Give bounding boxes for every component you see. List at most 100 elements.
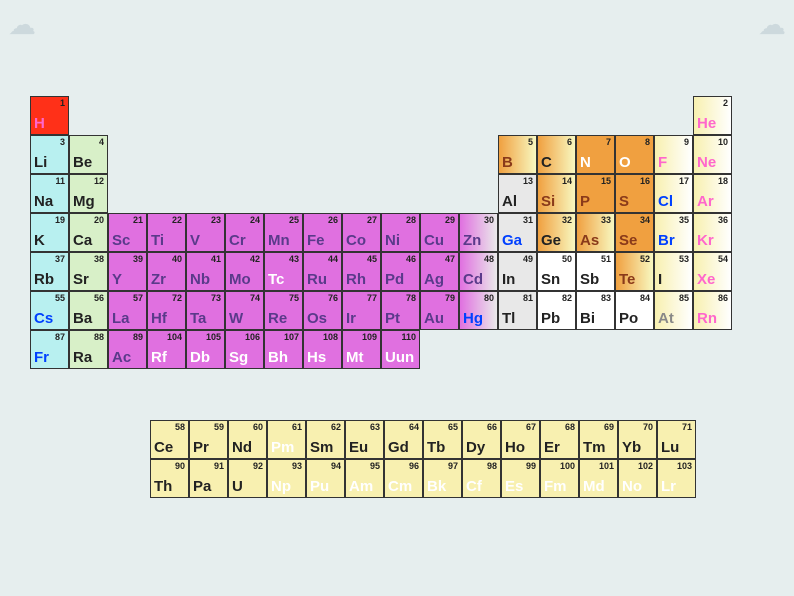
element-At[interactable]: 85At: [654, 291, 693, 330]
element-Pt[interactable]: 78Pt: [381, 291, 420, 330]
element-Sg[interactable]: 106Sg: [225, 330, 264, 369]
element-Hf[interactable]: 72Hf: [147, 291, 186, 330]
element-Nb[interactable]: 41Nb: [186, 252, 225, 291]
element-Mn[interactable]: 25Mn: [264, 213, 303, 252]
element-Ru[interactable]: 44Ru: [303, 252, 342, 291]
element-Rh[interactable]: 45Rh: [342, 252, 381, 291]
element-S[interactable]: 16S: [615, 174, 654, 213]
element-Zn[interactable]: 30Zn: [459, 213, 498, 252]
element-Y[interactable]: 39Y: [108, 252, 147, 291]
element-Ti[interactable]: 22Ti: [147, 213, 186, 252]
element-Sb[interactable]: 51Sb: [576, 252, 615, 291]
element-Rn[interactable]: 86Rn: [693, 291, 732, 330]
element-Ca[interactable]: 20Ca: [69, 213, 108, 252]
element-Mt[interactable]: 109Mt: [342, 330, 381, 369]
element-Pb[interactable]: 82Pb: [537, 291, 576, 330]
element-Mo[interactable]: 42Mo: [225, 252, 264, 291]
element-Ar[interactable]: 18Ar: [693, 174, 732, 213]
element-Bh[interactable]: 107Bh: [264, 330, 303, 369]
element-Nd[interactable]: 60Nd: [228, 420, 267, 459]
element-Cf[interactable]: 98Cf: [462, 459, 501, 498]
element-La[interactable]: 57La: [108, 291, 147, 330]
element-Uun[interactable]: 110Uun: [381, 330, 420, 369]
element-Po[interactable]: 84Po: [615, 291, 654, 330]
element-Eu[interactable]: 63Eu: [345, 420, 384, 459]
element-Te[interactable]: 52Te: [615, 252, 654, 291]
element-Ho[interactable]: 67Ho: [501, 420, 540, 459]
element-Lr[interactable]: 103Lr: [657, 459, 696, 498]
element-K[interactable]: 19K: [30, 213, 69, 252]
element-Ga[interactable]: 31Ga: [498, 213, 537, 252]
element-Cl[interactable]: 17Cl: [654, 174, 693, 213]
element-Be[interactable]: 4Be: [69, 135, 108, 174]
element-Si[interactable]: 14Si: [537, 174, 576, 213]
element-Cu[interactable]: 29Cu: [420, 213, 459, 252]
element-Ta[interactable]: 73Ta: [186, 291, 225, 330]
element-Hs[interactable]: 108Hs: [303, 330, 342, 369]
element-Pm[interactable]: 61Pm: [267, 420, 306, 459]
element-Md[interactable]: 101Md: [579, 459, 618, 498]
element-Tl[interactable]: 81Tl: [498, 291, 537, 330]
element-Na[interactable]: 11Na: [30, 174, 69, 213]
element-Ni[interactable]: 28Ni: [381, 213, 420, 252]
element-Bi[interactable]: 83Bi: [576, 291, 615, 330]
element-Au[interactable]: 79Au: [420, 291, 459, 330]
element-Ra[interactable]: 88Ra: [69, 330, 108, 369]
element-Am[interactable]: 95Am: [345, 459, 384, 498]
element-Ac[interactable]: 89Ac: [108, 330, 147, 369]
element-F[interactable]: 9F: [654, 135, 693, 174]
element-Rf[interactable]: 104Rf: [147, 330, 186, 369]
element-As[interactable]: 33As: [576, 213, 615, 252]
element-Ir[interactable]: 77Ir: [342, 291, 381, 330]
element-Fm[interactable]: 100Fm: [540, 459, 579, 498]
element-B[interactable]: 5B: [498, 135, 537, 174]
element-N[interactable]: 7N: [576, 135, 615, 174]
element-Os[interactable]: 76Os: [303, 291, 342, 330]
element-In[interactable]: 49In: [498, 252, 537, 291]
element-Tb[interactable]: 65Tb: [423, 420, 462, 459]
element-Th[interactable]: 90Th: [150, 459, 189, 498]
element-Li[interactable]: 3Li: [30, 135, 69, 174]
element-P[interactable]: 15P: [576, 174, 615, 213]
element-Br[interactable]: 35Br: [654, 213, 693, 252]
element-Cr[interactable]: 24Cr: [225, 213, 264, 252]
element-Hg[interactable]: 80Hg: [459, 291, 498, 330]
element-He[interactable]: 2He: [693, 96, 732, 135]
element-Al[interactable]: 13Al: [498, 174, 537, 213]
element-Gd[interactable]: 64Gd: [384, 420, 423, 459]
element-Np[interactable]: 93Np: [267, 459, 306, 498]
element-Rb[interactable]: 37Rb: [30, 252, 69, 291]
element-Es[interactable]: 99Es: [501, 459, 540, 498]
element-Pd[interactable]: 46Pd: [381, 252, 420, 291]
element-Sm[interactable]: 62Sm: [306, 420, 345, 459]
element-Sn[interactable]: 50Sn: [537, 252, 576, 291]
element-Ag[interactable]: 47Ag: [420, 252, 459, 291]
element-Cs[interactable]: 55Cs: [30, 291, 69, 330]
element-Pu[interactable]: 94Pu: [306, 459, 345, 498]
element-Ne[interactable]: 10Ne: [693, 135, 732, 174]
element-O[interactable]: 8O: [615, 135, 654, 174]
element-Ce[interactable]: 58Ce: [150, 420, 189, 459]
element-I[interactable]: 53I: [654, 252, 693, 291]
element-Fr[interactable]: 87Fr: [30, 330, 69, 369]
element-Lu[interactable]: 71Lu: [657, 420, 696, 459]
element-C[interactable]: 6C: [537, 135, 576, 174]
element-Er[interactable]: 68Er: [540, 420, 579, 459]
element-Mg[interactable]: 12Mg: [69, 174, 108, 213]
element-U[interactable]: 92U: [228, 459, 267, 498]
element-Sc[interactable]: 21Sc: [108, 213, 147, 252]
element-V[interactable]: 23V: [186, 213, 225, 252]
element-Yb[interactable]: 70Yb: [618, 420, 657, 459]
element-Pr[interactable]: 59Pr: [189, 420, 228, 459]
element-Cm[interactable]: 96Cm: [384, 459, 423, 498]
element-Zr[interactable]: 40Zr: [147, 252, 186, 291]
element-Cd[interactable]: 48Cd: [459, 252, 498, 291]
element-Tm[interactable]: 69Tm: [579, 420, 618, 459]
element-Re[interactable]: 75Re: [264, 291, 303, 330]
element-Pa[interactable]: 91Pa: [189, 459, 228, 498]
element-Sr[interactable]: 38Sr: [69, 252, 108, 291]
element-Bk[interactable]: 97Bk: [423, 459, 462, 498]
element-Ge[interactable]: 32Ge: [537, 213, 576, 252]
element-Ba[interactable]: 56Ba: [69, 291, 108, 330]
element-Fe[interactable]: 26Fe: [303, 213, 342, 252]
